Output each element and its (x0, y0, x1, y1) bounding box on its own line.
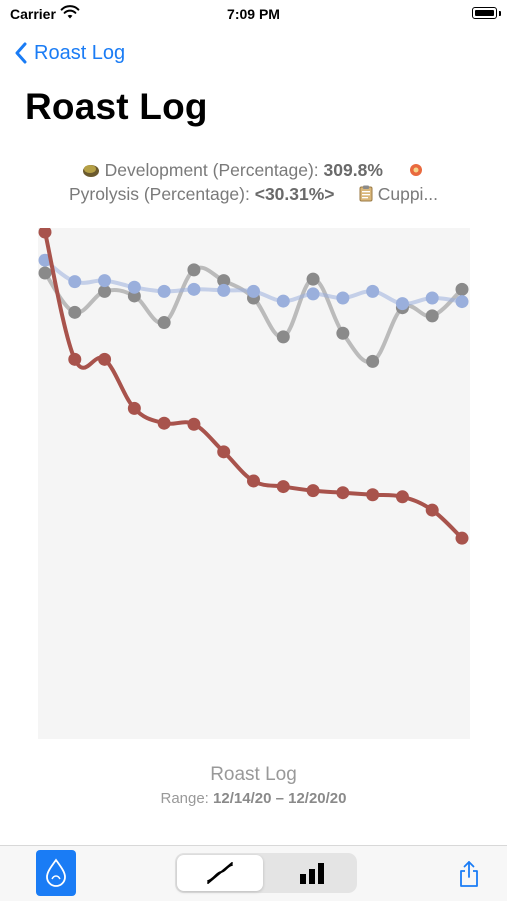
pyrolysis-point-8[interactable] (247, 284, 260, 298)
development-point-15[interactable] (455, 531, 469, 545)
segment-line-chart[interactable] (177, 855, 263, 891)
clock: 7:09 PM (227, 6, 280, 22)
roast-app-button[interactable] (36, 850, 76, 896)
pyrolysis-point-14[interactable] (425, 291, 439, 305)
development-point-4[interactable] (127, 401, 141, 415)
cupping-point-15[interactable] (455, 282, 469, 296)
battery-icon (472, 7, 497, 19)
development-point-11[interactable] (336, 486, 350, 500)
pyrolysis-legend-label: Pyrolysis (Percentage): (68, 184, 250, 204)
legend-row-2: Pyrolysis (Percentage): <30.31%> Cuppi..… (0, 182, 507, 206)
pyrolysis-point-9[interactable] (276, 294, 290, 308)
battery-cap (499, 11, 501, 16)
cupping-point-9[interactable] (276, 330, 290, 344)
back-label: Roast Log (34, 41, 126, 64)
pyrolysis-point-12[interactable] (366, 284, 380, 298)
chart-range: Range: 12/14/20 – 12/20/20 (0, 790, 507, 807)
development-point-13[interactable] (395, 490, 409, 504)
development-point-8[interactable] (247, 474, 260, 488)
pyrolysis-point-13[interactable] (395, 297, 409, 311)
cupping-point-10[interactable] (306, 272, 320, 286)
development-point-14[interactable] (425, 503, 439, 517)
development-point-3[interactable] (98, 352, 112, 366)
range-label: Range: (160, 790, 209, 807)
wifi-icon (60, 5, 80, 19)
cupping-point-1[interactable] (38, 266, 52, 280)
chart-legend: Development (Percentage): 309.8% Pyrolys… (0, 158, 507, 206)
status-bar: Carrier 7:09 PM (0, 0, 507, 28)
cupping-point-3[interactable] (98, 284, 112, 298)
clipboard-icon (359, 185, 373, 202)
pyrolysis-point-11[interactable] (336, 291, 350, 305)
segment-bar-chart[interactable] (269, 855, 355, 891)
bottom-toolbar (0, 845, 507, 901)
cupping-point-11[interactable] (336, 326, 350, 340)
development-series (38, 228, 469, 545)
carrier-label: Carrier (10, 6, 56, 22)
page-title: Roast Log (25, 86, 208, 127)
chart-type-segmented-control[interactable] (175, 853, 357, 893)
pyrolysis-point-15[interactable] (455, 295, 469, 309)
legend-row-1: Development (Percentage): 309.8% (0, 158, 507, 182)
bar-chart-icon (300, 863, 324, 884)
development-point-1[interactable] (38, 228, 52, 239)
share-icon (460, 861, 478, 887)
development-point-9[interactable] (276, 480, 290, 494)
cupping-point-2[interactable] (68, 305, 82, 319)
line-chart-icon (207, 862, 233, 884)
chart-area[interactable] (38, 228, 470, 739)
development-point-2[interactable] (68, 352, 82, 366)
development-point-10[interactable] (306, 484, 320, 498)
coffee-bean-icon (82, 165, 99, 177)
water-drop-icon (46, 858, 66, 887)
pyrolysis-point-4[interactable] (127, 280, 141, 294)
chevron-left-icon (15, 42, 27, 64)
back-button[interactable]: Roast Log (14, 38, 125, 68)
cupping-point-5[interactable] (157, 316, 171, 330)
pyrolysis-point-7[interactable] (217, 283, 231, 297)
cupping-legend-label: Cuppi... (377, 184, 439, 204)
development-point-7[interactable] (217, 445, 231, 459)
pyrolysis-point-6[interactable] (187, 282, 201, 296)
cupping-point-12[interactable] (366, 354, 380, 368)
flame-badge-icon (410, 164, 423, 176)
pyrolysis-point-5[interactable] (157, 284, 171, 298)
development-point-12[interactable] (366, 488, 380, 502)
cupping-point-6[interactable] (187, 263, 201, 277)
cupping-point-7[interactable] (217, 274, 231, 288)
cupping-point-14[interactable] (425, 309, 439, 323)
pyrolysis-point-3[interactable] (98, 274, 112, 288)
line-chart (38, 228, 469, 545)
range-value: 12/14/20 – 12/20/20 (213, 790, 347, 807)
pyrolysis-point-2[interactable] (68, 275, 82, 289)
development-legend-label: Development (Percentage): (104, 160, 319, 180)
share-button[interactable] (456, 860, 482, 888)
development-legend-value: 309.8% (323, 160, 383, 180)
development-point-6[interactable] (187, 417, 201, 431)
pyrolysis-point-10[interactable] (306, 287, 320, 301)
pyrolysis-legend-value: <30.31%> (254, 184, 335, 204)
chart-caption: Roast Log (210, 764, 297, 785)
development-point-5[interactable] (157, 416, 171, 430)
